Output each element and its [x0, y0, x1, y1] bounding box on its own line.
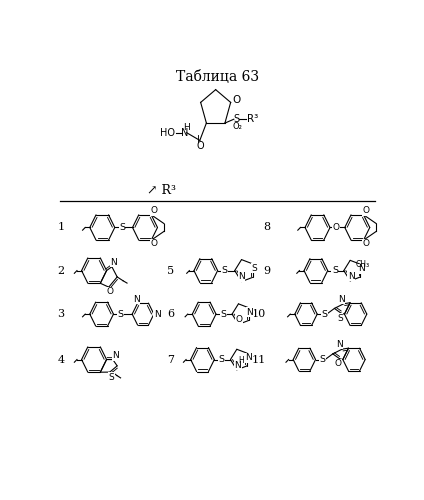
Text: 11: 11 [252, 354, 266, 364]
Text: 5: 5 [167, 266, 175, 276]
Text: O: O [363, 240, 370, 248]
Text: S: S [118, 310, 124, 318]
Text: N: N [358, 264, 365, 274]
Text: N: N [133, 294, 140, 304]
Text: O: O [196, 141, 204, 151]
Text: S: S [119, 223, 125, 232]
Text: S: S [251, 264, 257, 273]
Text: N: N [246, 308, 253, 317]
Text: N: N [238, 272, 245, 281]
Text: S: S [320, 355, 326, 364]
Text: H: H [183, 123, 190, 132]
Text: 10: 10 [252, 309, 266, 319]
Text: N: N [112, 352, 119, 360]
Text: O: O [236, 315, 243, 324]
Text: 9: 9 [263, 266, 270, 276]
Text: N: N [234, 360, 241, 370]
Text: 7: 7 [167, 354, 175, 364]
Text: Таблица 63: Таблица 63 [176, 70, 259, 84]
Text: S: S [220, 310, 226, 318]
Text: 8: 8 [263, 222, 270, 232]
Text: S: S [233, 114, 240, 124]
Text: HO: HO [160, 128, 175, 138]
Text: N: N [110, 258, 117, 266]
Text: 2: 2 [57, 266, 64, 276]
Text: CH₃: CH₃ [356, 260, 370, 269]
Text: O: O [232, 96, 241, 106]
Text: N: N [245, 354, 251, 362]
Text: N: N [348, 272, 354, 280]
Text: 4: 4 [57, 354, 64, 364]
Text: S: S [337, 314, 343, 322]
Text: O: O [151, 240, 157, 248]
Text: N: N [336, 340, 343, 349]
Text: R³: R³ [247, 114, 258, 124]
Text: S: S [218, 355, 225, 364]
Text: S: S [109, 372, 114, 382]
Text: 1: 1 [57, 222, 64, 232]
Text: N: N [338, 294, 345, 304]
Text: N: N [154, 310, 161, 318]
Text: O: O [363, 206, 370, 216]
Text: O: O [335, 359, 342, 368]
Text: N: N [181, 128, 189, 138]
Text: S: S [332, 266, 338, 275]
Text: S: S [321, 310, 327, 318]
Text: 3: 3 [57, 309, 64, 319]
Text: ↗ R³: ↗ R³ [147, 184, 176, 198]
Text: O₂: O₂ [232, 122, 243, 132]
Text: H: H [239, 356, 244, 365]
Text: 6: 6 [167, 309, 175, 319]
Text: O: O [106, 287, 113, 296]
Text: O: O [151, 206, 157, 216]
Text: S: S [222, 266, 228, 275]
Text: O: O [332, 223, 340, 232]
